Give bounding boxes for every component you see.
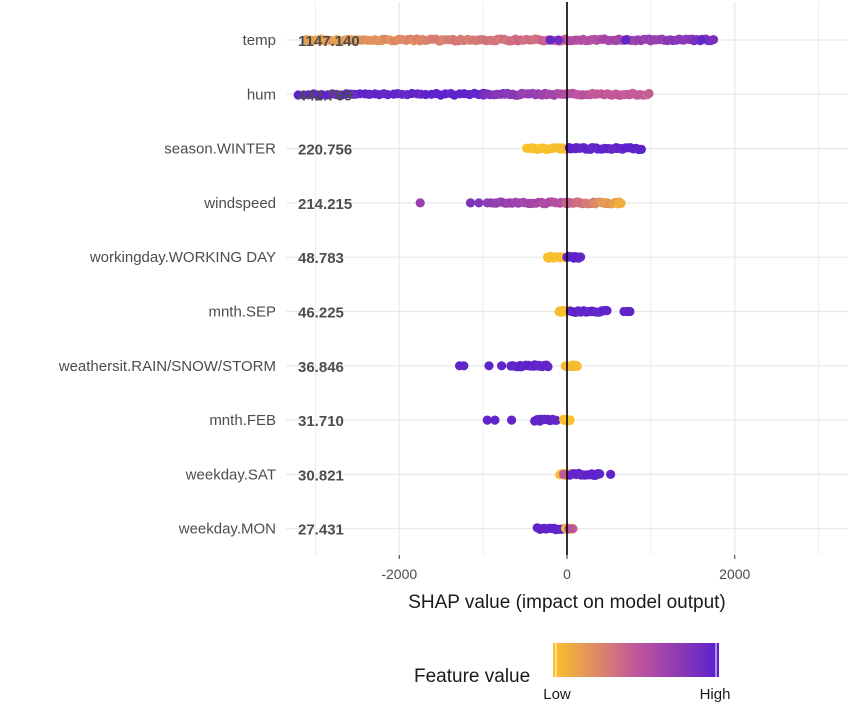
shap-point: [365, 89, 375, 99]
feature-label: weekday.SAT: [185, 466, 276, 483]
shap-point: [708, 35, 719, 45]
x-tick-label: -2000: [381, 566, 417, 582]
shap-point: [636, 144, 647, 154]
shap-point: [474, 198, 484, 208]
shap-point: [543, 362, 553, 372]
data-points: [293, 34, 719, 535]
x-axis-ticks: -2000 0 2000: [381, 555, 751, 582]
mean-shap-value: 214.215: [298, 196, 352, 213]
shap-point: [497, 361, 507, 371]
legend-title: Feature value: [414, 666, 530, 687]
x-tick-label: 0: [563, 566, 571, 582]
feature-labels: temp hum season.WINTER windspeed workingday.…: [58, 32, 276, 538]
feature-label: mnth.SEP: [208, 304, 276, 321]
x-axis-title: SHAP value (impact on model output): [408, 592, 726, 613]
legend-color-bar: [553, 643, 719, 677]
shap-point: [484, 361, 494, 371]
shap-point: [564, 524, 574, 534]
color-legend: Feature value Low High: [414, 643, 730, 703]
shap-point: [482, 198, 492, 208]
x-tick-label: 2000: [719, 566, 750, 582]
shap-point: [644, 88, 654, 99]
mean-shap-value: 46.225: [298, 305, 344, 322]
shap-point: [490, 415, 500, 425]
shap-point: [696, 35, 706, 45]
shap-point: [465, 198, 476, 208]
mean-shap-value: 48.783: [298, 250, 344, 267]
shap-point: [602, 306, 612, 316]
feature-label: hum: [247, 86, 276, 103]
mean-shap-value: 36.846: [298, 359, 344, 376]
feature-label: weekday.MON: [178, 521, 276, 538]
shap-point: [554, 35, 564, 45]
feature-label: weathersit.RAIN/SNOW/STORM: [58, 358, 276, 375]
shap-point: [625, 306, 635, 317]
feature-label: season.WINTER: [164, 141, 276, 158]
mean-shap-labels: 1147.140 442.769 220.756 214.215 48.783 46.22…: [298, 33, 360, 539]
shap-point: [551, 415, 561, 425]
mean-shap-value: 442.769: [298, 87, 352, 104]
shap-point: [482, 415, 492, 425]
feature-label: windspeed: [203, 195, 276, 212]
legend-high-label: High: [700, 686, 731, 703]
shap-point: [606, 469, 616, 479]
shap-point: [595, 469, 605, 479]
shap-point: [507, 415, 517, 425]
mean-shap-value: 220.756: [298, 142, 352, 159]
shap-point: [459, 361, 469, 371]
feature-label: temp: [243, 32, 276, 49]
shap-point: [621, 35, 631, 45]
mean-shap-value: 31.710: [298, 413, 344, 430]
feature-label: workingday.WORKING DAY: [89, 249, 276, 266]
feature-label: mnth.FEB: [209, 412, 276, 429]
shap-point: [616, 198, 626, 208]
shap-point: [331, 89, 341, 99]
shap-point: [415, 198, 425, 208]
shap-point: [545, 35, 555, 45]
shap-point: [572, 361, 582, 371]
mean-shap-value: 30.821: [298, 467, 344, 484]
mean-shap-value: 27.431: [298, 522, 344, 539]
shap-point: [348, 89, 358, 99]
mean-shap-value: 1147.140: [298, 33, 360, 50]
shap-point: [576, 252, 586, 262]
shap-point: [559, 469, 569, 479]
legend-low-label: Low: [543, 686, 571, 703]
